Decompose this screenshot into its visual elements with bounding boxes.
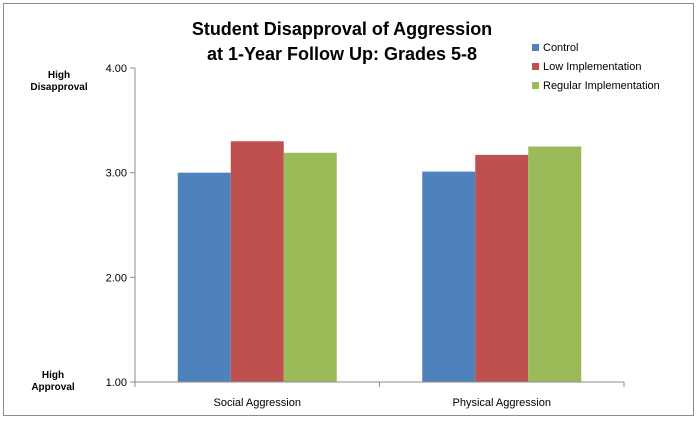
y-axis-ticks: 1.00 2.00 3.00 4.00 [106, 63, 135, 389]
y-tick-label: 3.00 [106, 168, 127, 180]
legend-swatch [532, 44, 539, 51]
legend-swatch [532, 82, 539, 89]
y-end-label-bottom: High Approval [31, 370, 75, 393]
legend-label: Low Implementation [543, 61, 641, 73]
legend-label: Control [543, 42, 578, 54]
x-tick-label: Physical Aggression [453, 397, 551, 409]
bar-regular-implementation-social-aggression [283, 152, 337, 382]
y-end-label-top-line-2: Disapproval [30, 82, 87, 93]
y-tick-label: 1.00 [106, 377, 127, 389]
bar-low-implementation-social-aggression [230, 141, 284, 382]
bars [177, 141, 582, 382]
legend-swatch [532, 63, 539, 70]
y-end-label-bottom-line-2: Approval [31, 382, 75, 393]
y-tick-label: 2.00 [106, 272, 127, 284]
y-end-label-bottom-line-1: High [42, 370, 64, 381]
x-tick-label: Social Aggression [214, 397, 301, 409]
bar-low-implementation-physical-aggression [475, 154, 529, 382]
y-end-label-top-line-1: High [48, 70, 70, 81]
chart-title-line-1: Student Disapproval of Aggression [192, 19, 492, 39]
bar-control-physical-aggression [422, 171, 476, 382]
bar-control-social-aggression [177, 172, 231, 382]
y-tick-label: 4.00 [106, 63, 127, 75]
y-end-label-top: High Disapproval [30, 70, 87, 93]
chart-title-line-2: at 1-Year Follow Up: Grades 5-8 [207, 44, 477, 64]
x-axis-ticks [134, 382, 625, 387]
chart-canvas: Student Disapproval of Aggression at 1-Y… [30, 19, 660, 409]
chart-title: Student Disapproval of Aggression at 1-Y… [192, 19, 492, 64]
chart-frame: Student Disapproval of Aggression at 1-Y… [3, 3, 694, 416]
x-axis-labels: Social Aggression Physical Aggression [214, 397, 551, 409]
legend-label: Regular Implementation [543, 80, 660, 92]
bar-regular-implementation-physical-aggression [528, 146, 582, 382]
legend: Control Low Implementation Regular Impleme… [532, 42, 660, 92]
